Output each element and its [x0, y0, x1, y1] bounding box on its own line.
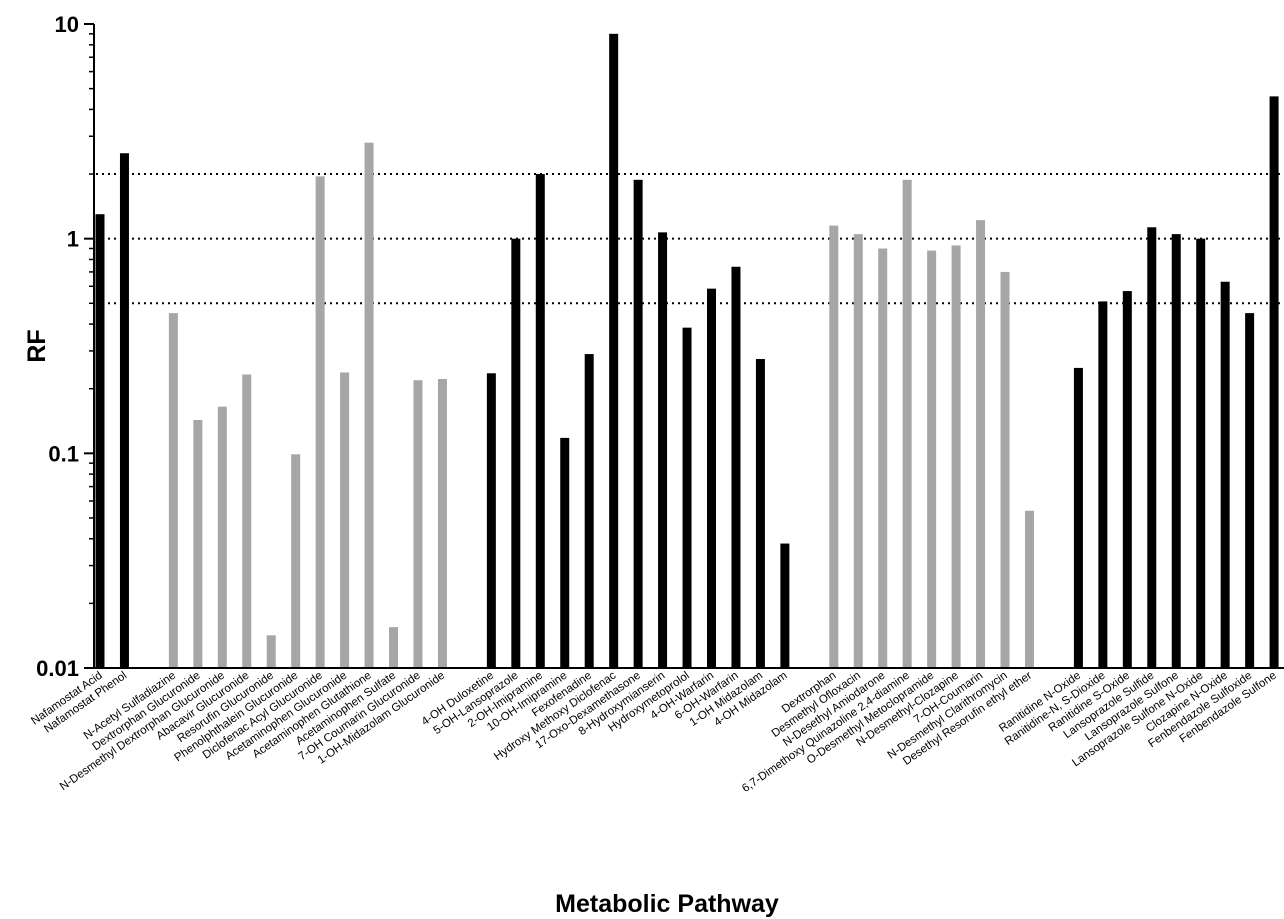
bar	[413, 380, 423, 668]
reference-lines	[96, 173, 1284, 305]
bar	[389, 627, 399, 668]
y-ticks: 0.01 0.1 1 10	[36, 12, 94, 681]
y-tick-label: 1	[67, 227, 79, 252]
bar	[976, 220, 986, 668]
bar	[95, 214, 105, 668]
bar	[437, 378, 447, 668]
bar	[1098, 301, 1108, 668]
bar	[119, 153, 129, 669]
bar	[829, 225, 839, 669]
y-tick-label: 10	[55, 12, 79, 37]
bar	[1269, 96, 1279, 668]
bar	[927, 250, 937, 668]
bar	[242, 374, 252, 668]
bar	[1245, 313, 1255, 668]
bar	[266, 635, 276, 668]
bar	[1196, 238, 1206, 668]
bar	[951, 245, 961, 669]
bar	[682, 327, 692, 668]
bar	[511, 238, 521, 668]
bar	[291, 454, 301, 668]
bar	[707, 288, 716, 668]
bar	[364, 142, 374, 668]
bar	[1000, 271, 1010, 668]
bar	[193, 419, 203, 668]
bar	[1073, 367, 1083, 668]
bar	[1024, 510, 1034, 668]
bar	[902, 179, 912, 668]
y-axis-title: RF	[23, 329, 51, 362]
x-axis-title: Metabolic Pathway	[555, 890, 779, 918]
bars	[95, 33, 1279, 669]
axes	[93, 24, 1284, 669]
y-tick-label: 0.1	[48, 441, 79, 466]
bar	[1220, 281, 1230, 668]
y-tick-label: 0.01	[36, 656, 79, 681]
bar	[609, 33, 619, 668]
bar	[560, 437, 570, 668]
bar	[168, 313, 178, 668]
bar	[1122, 291, 1132, 668]
bar	[217, 406, 227, 668]
bar	[780, 543, 790, 668]
bar	[755, 359, 765, 668]
bar	[584, 354, 594, 668]
bar	[486, 373, 496, 668]
bar	[658, 232, 668, 668]
bar	[315, 176, 325, 669]
bar	[633, 179, 643, 668]
bar	[1147, 227, 1157, 668]
bar	[535, 174, 545, 668]
bar	[853, 234, 863, 668]
bar	[340, 372, 350, 668]
bar	[878, 248, 888, 669]
bar	[731, 266, 741, 668]
bar	[1171, 234, 1181, 668]
